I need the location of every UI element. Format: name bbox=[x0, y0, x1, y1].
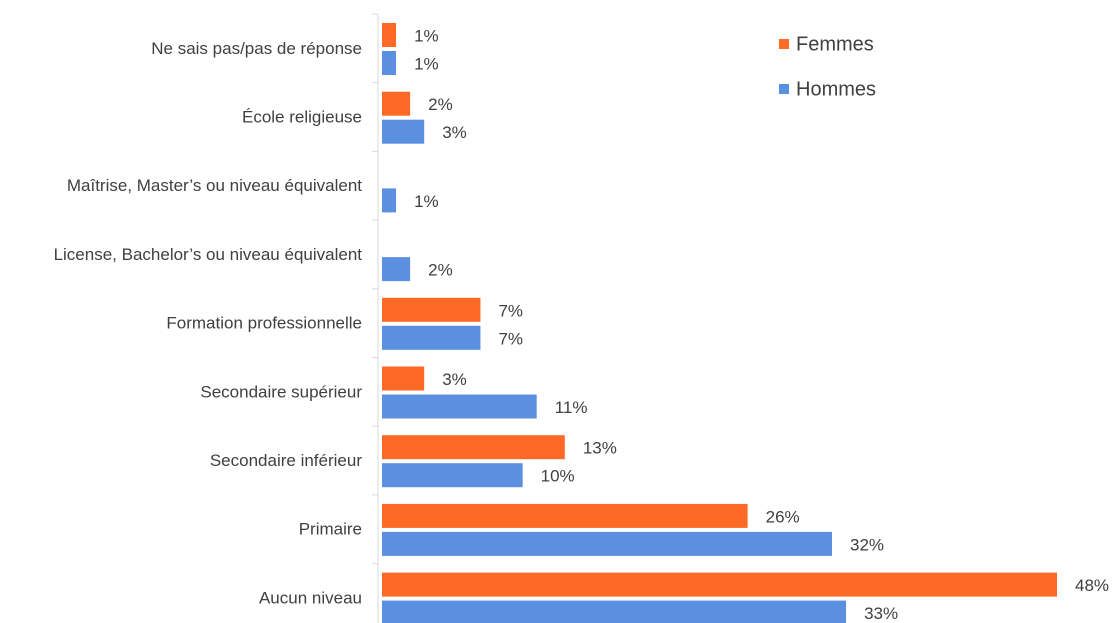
data-label: 26% bbox=[766, 507, 800, 526]
bar bbox=[382, 503, 748, 528]
bar bbox=[382, 51, 397, 75]
data-label: 3% bbox=[442, 370, 467, 389]
legend-label: Hommes bbox=[796, 78, 876, 100]
data-label: 1% bbox=[414, 54, 439, 73]
data-label: 7% bbox=[498, 301, 523, 320]
y-tick-label: Formation professionnelle bbox=[166, 314, 362, 333]
bar bbox=[382, 572, 1057, 597]
data-label: 2% bbox=[428, 261, 453, 280]
bar bbox=[382, 23, 397, 47]
y-tick-label: Secondaire supérieur bbox=[200, 382, 362, 401]
bar bbox=[382, 463, 523, 488]
data-label: 33% bbox=[864, 604, 898, 623]
y-tick-label: École religieuse bbox=[242, 108, 362, 127]
y-tick-label: Primaire bbox=[299, 520, 362, 539]
y-tick-label: Secondaire inférieur bbox=[210, 451, 362, 470]
data-label: 48% bbox=[1075, 576, 1109, 595]
bar bbox=[382, 366, 425, 391]
data-label: 32% bbox=[850, 535, 884, 554]
bar bbox=[382, 297, 481, 322]
y-tick-label: Maîtrise, Master’s ou niveau équivalent bbox=[67, 176, 362, 195]
y-tick-label: License, Bachelor’s ou niveau équivalent bbox=[54, 245, 363, 264]
data-label: 1% bbox=[414, 26, 439, 45]
y-tick-label: Ne sais pas/pas de réponse bbox=[151, 39, 362, 58]
bar bbox=[382, 394, 537, 419]
data-label: 1% bbox=[414, 192, 439, 211]
bar bbox=[382, 257, 411, 282]
y-tick-label: Aucun niveau bbox=[259, 588, 362, 607]
bar bbox=[382, 531, 832, 556]
legend-label: Femmes bbox=[796, 33, 874, 55]
data-label: 11% bbox=[555, 398, 588, 417]
bar bbox=[382, 188, 397, 213]
bar bbox=[382, 600, 847, 623]
bar bbox=[382, 325, 481, 350]
bar bbox=[382, 119, 425, 144]
bar bbox=[382, 91, 411, 116]
data-label: 3% bbox=[442, 123, 467, 142]
data-label: 13% bbox=[583, 439, 617, 458]
legend-swatch bbox=[779, 39, 789, 49]
data-label: 7% bbox=[498, 329, 523, 348]
data-label: 10% bbox=[541, 467, 575, 486]
bar bbox=[382, 435, 565, 460]
legend-swatch bbox=[779, 84, 789, 94]
data-label: 2% bbox=[428, 95, 453, 114]
